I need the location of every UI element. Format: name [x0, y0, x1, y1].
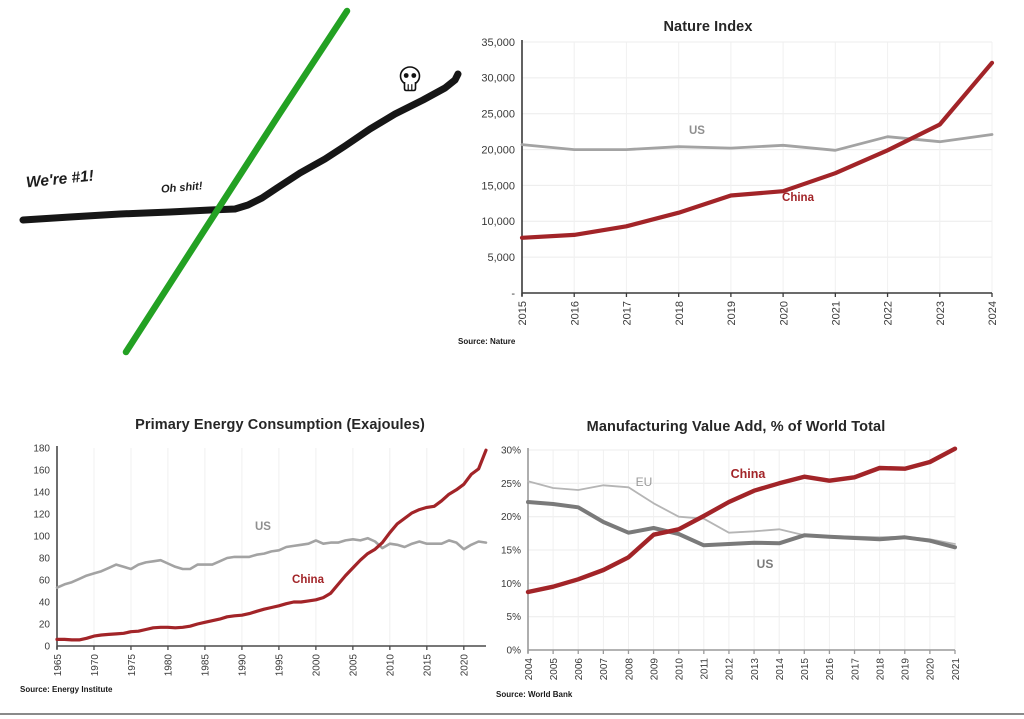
y-tick-label: 10% [501, 579, 521, 590]
x-tick-label: 2022 [883, 301, 895, 325]
nature-index-chart-panel: 2015 2016 2017 2018 2019 2020 2021 2022 2023 2024… [455, 10, 1024, 358]
energy-chart-panel: 1965 1970 1975 1980 1985 1990 1995 2000 2005 2010… [10, 400, 500, 712]
chart-source: Source: World Bank [496, 690, 573, 699]
y-tick-label: 20,000 [481, 144, 515, 156]
x-tick-label: 1975 [127, 654, 138, 677]
manufacturing-chart-panel: 2004 2005 2006 2007 2008 2009 2010 2011 2012 2013… [495, 400, 1020, 712]
manufacturing-svg: 2004 2005 2006 2007 2008 2009 2010 2011 2012 2013… [501, 446, 962, 681]
x-tick-label: 2010 [386, 654, 397, 677]
x-tick-label: 2005 [549, 658, 560, 681]
y-tick-label: 0 [44, 642, 50, 653]
y-tick-label: 35,000 [481, 37, 515, 49]
x-tick-label: 2024 [987, 301, 999, 325]
y-tick-label: 0% [507, 646, 522, 657]
us-line [55, 536, 488, 589]
y-tick-label: 30,000 [481, 73, 515, 85]
x-tick-label: 2014 [775, 658, 786, 681]
x-tick-label: 2004 [524, 658, 535, 681]
x-tick-label: 2015 [800, 658, 811, 681]
x-tick-label: 2019 [726, 301, 738, 325]
skull-icon [399, 66, 421, 92]
us-line [526, 500, 957, 550]
x-tick-label: 2021 [951, 658, 962, 681]
x-tick-label: 2012 [725, 658, 736, 681]
y-tick-label: 25% [501, 479, 521, 490]
x-tick-label: 2013 [750, 658, 761, 681]
eu-line [527, 480, 956, 545]
series-label-china: China [782, 192, 814, 204]
x-tick-label: 1985 [201, 654, 212, 677]
y-tick-label: 30% [501, 446, 521, 457]
x-tick-label: 2009 [649, 658, 660, 681]
chart-title: Nature Index [663, 19, 753, 35]
x-tick-label: 1990 [238, 654, 249, 677]
y-tick-label: 10,000 [481, 216, 515, 228]
y-tick-label: 5,000 [487, 252, 515, 264]
y-tick-label: 80 [39, 554, 51, 565]
nature-index-svg: 2015 2016 2017 2018 2019 2020 2021 2022 2023 2024… [481, 37, 999, 326]
y-tick-label: 180 [33, 444, 50, 455]
x-tick-label: 2011 [700, 658, 711, 680]
y-tick-label: 40 [39, 598, 51, 609]
y-tick-label: 120 [33, 510, 50, 521]
series-label-us: US [689, 125, 705, 137]
x-tick-label: 2016 [569, 301, 581, 325]
energy-svg: 1965 1970 1975 1980 1985 1990 1995 2000 2005 2010… [33, 444, 488, 677]
x-tick-label: 1965 [53, 654, 64, 677]
x-tick-label: 2008 [624, 658, 635, 681]
cartoon-panel: We're #1! Oh shit! [0, 0, 470, 372]
x-tick-label: 2023 [935, 301, 947, 325]
incumbent-black-line [19, 70, 462, 224]
x-tick-label: 2020 [778, 301, 790, 325]
x-tick-label: 2018 [674, 301, 686, 325]
series-label-china: China [292, 574, 324, 586]
y-tick-label: - [511, 288, 515, 300]
chart-title: Manufacturing Value Add, % of World Tota… [586, 419, 886, 435]
y-tick-label: 60 [39, 576, 51, 587]
x-tick-label: 2020 [926, 658, 937, 681]
x-tick-label: 2005 [349, 654, 360, 677]
y-tick-label: 20 [39, 620, 51, 631]
x-tick-label: 2000 [312, 654, 323, 677]
china-line [519, 60, 995, 240]
y-tick-label: 25,000 [481, 109, 515, 121]
x-tick-label: 2010 [675, 658, 686, 681]
x-tick-label: 1995 [275, 654, 286, 677]
x-tick-label: 2015 [517, 301, 529, 325]
series-label-us: US [756, 557, 774, 571]
x-tick-label: 2015 [423, 654, 434, 677]
challenger-green-line [122, 7, 351, 356]
chart-source: Source: Energy Institute [20, 685, 113, 694]
chart-title: Primary Energy Consumption (Exajoules) [135, 417, 425, 433]
x-tick-label: 2020 [460, 654, 471, 677]
cartoon-svg [19, 7, 462, 356]
bottom-divider [0, 713, 1024, 715]
china-line [55, 448, 488, 642]
x-tick-label: 2007 [599, 658, 610, 681]
x-tick-label: 2017 [850, 658, 861, 681]
x-tick-label: 1980 [164, 654, 175, 677]
series-label-us: US [255, 521, 271, 533]
x-tick-label: 1970 [90, 654, 101, 677]
x-tick-label: 2018 [875, 658, 886, 681]
y-tick-label: 140 [33, 488, 50, 499]
y-tick-label: 5% [507, 612, 522, 623]
x-tick-label: 2016 [825, 658, 836, 681]
x-tick-label: 2017 [622, 301, 634, 325]
us-line [520, 133, 994, 152]
x-tick-label: 2019 [901, 658, 912, 681]
y-tick-label: 15,000 [481, 180, 515, 192]
y-tick-label: 15% [501, 546, 521, 557]
x-tick-label: 2021 [831, 301, 843, 325]
y-tick-label: 160 [33, 466, 50, 477]
x-tick-label: 2006 [574, 658, 585, 681]
series-label-eu: EU [635, 475, 653, 489]
y-tick-label: 100 [33, 532, 50, 543]
chart-source: Source: Nature [458, 337, 516, 346]
china-line [525, 446, 958, 595]
series-label-china: China [730, 467, 766, 481]
y-tick-label: 20% [501, 512, 521, 523]
